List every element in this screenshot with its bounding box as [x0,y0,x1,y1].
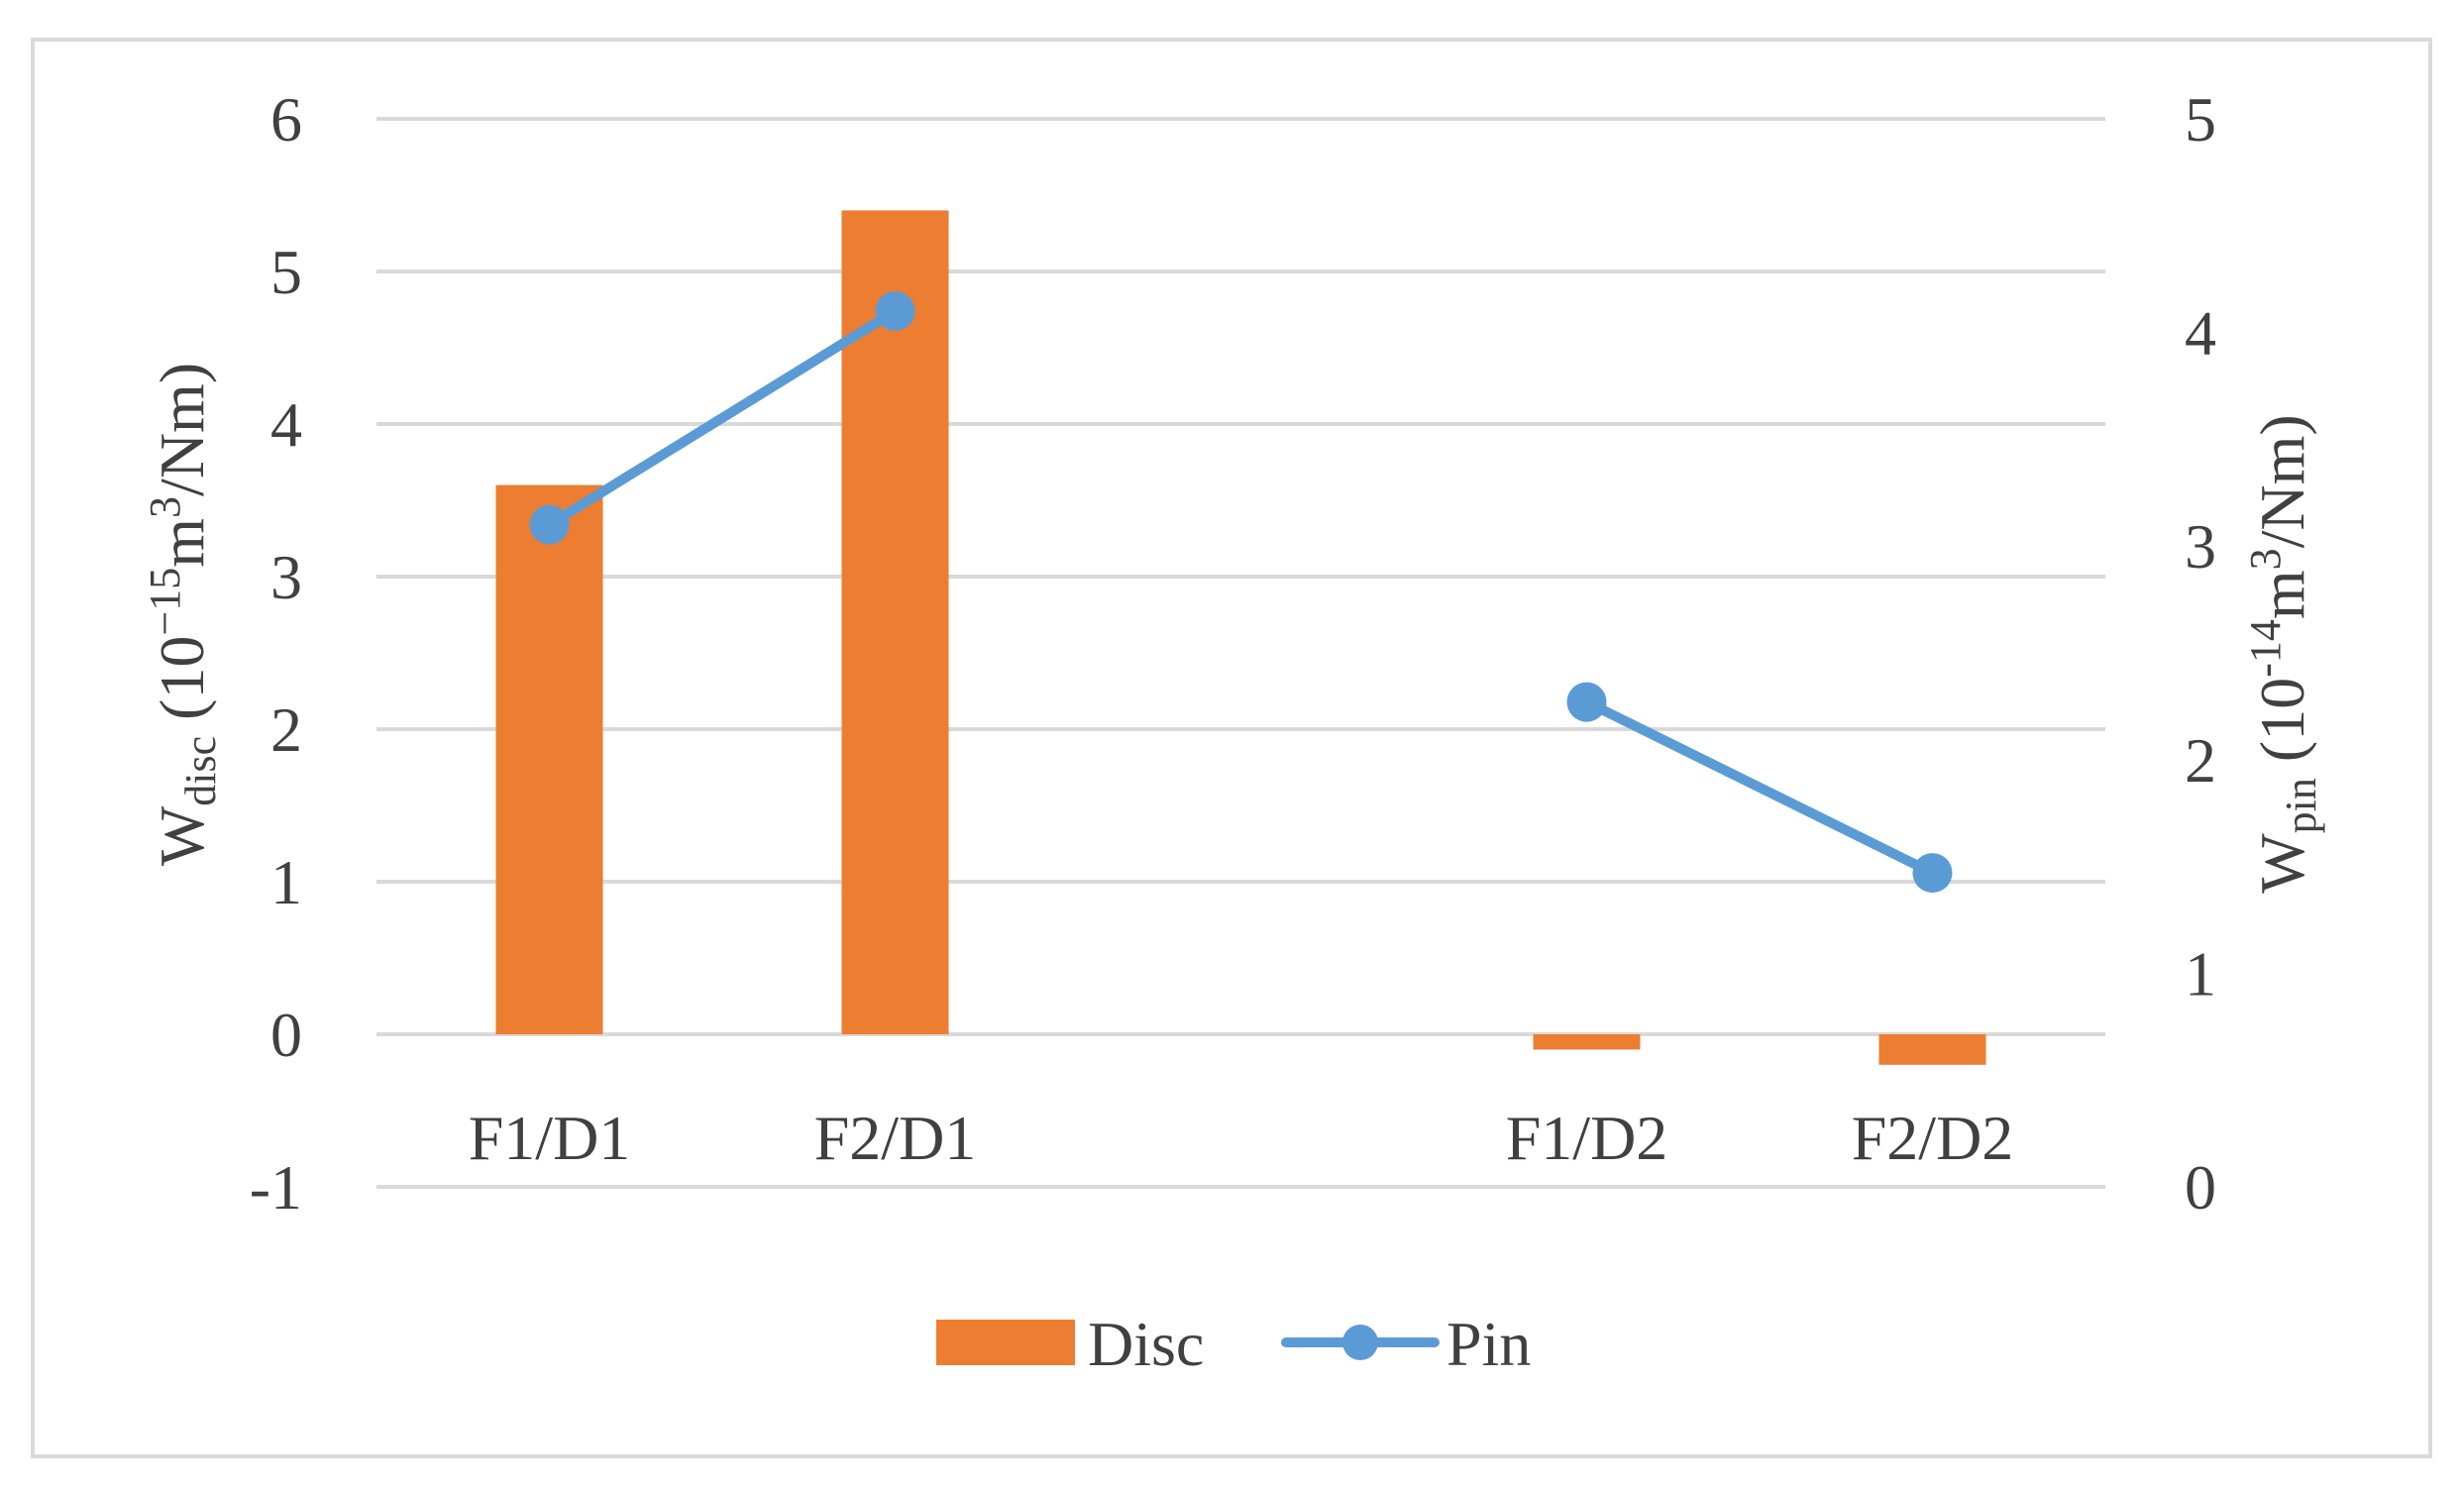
left-tick-layer: -1 0 1 2 3 4 5 6 [250,84,302,1223]
bar-disc [1533,1034,1641,1050]
x-category-label: F1/D2 [1506,1103,1668,1173]
y-left-label-main: W [147,805,217,866]
point-pin [1566,682,1607,722]
y-right-label-unit-mid: m [2247,570,2317,619]
legend-disc-label: Disc [1088,1309,1204,1379]
legend-pin-marker [1342,1325,1378,1360]
bar-disc [1878,1034,1986,1065]
bar-disc [841,210,949,1034]
category-layer: F1/D1 F2/D1 F1/D2 F2/D2 [469,1103,2014,1173]
y-left-label-exp: −15 [141,568,189,636]
y-left-tick-label: 0 [270,1000,302,1070]
y-right-tick-label: 1 [2185,938,2216,1009]
bar-layer [495,210,1986,1065]
y-right-label-main: W [2247,833,2317,894]
y-left-axis-title: Wdisc (10−15m3/Nm) [141,363,225,866]
y-right-label-exp2: 3 [2241,548,2290,570]
line-pin [544,306,901,530]
point-pin [1912,853,1953,894]
y-right-label-unit-prefix: (10 [2247,678,2317,778]
x-category-label: F1/D1 [469,1103,631,1173]
y-left-label-unit-mid: m [147,518,217,568]
y-right-tick-label: 0 [2185,1152,2216,1223]
point-pin [529,504,570,545]
line-layer [529,291,1953,894]
y-left-tick-label: 5 [270,237,302,307]
bar-disc [495,484,603,1035]
line-pin [1581,696,1938,879]
y-left-label-unit-prefix: (10 [147,636,217,736]
point-pin [875,291,915,332]
y-right-tick-label: 4 [2185,298,2216,369]
x-category-label: F2/D1 [814,1103,977,1173]
y-left-label-exp2: 3 [141,496,189,518]
legend: Disc Pin [936,1309,1531,1379]
y-left-label-unit-suffix: /Nm) [147,363,217,496]
grid-layer [376,117,2105,1189]
y-left-tick-label: 4 [270,389,302,460]
x-category-label: F2/D2 [1852,1103,2014,1173]
legend-pin-label: Pin [1446,1309,1531,1379]
chart-frame [31,38,2432,1458]
y-right-tick-label: 3 [2185,511,2216,582]
y-left-label-sub: disc [176,736,225,806]
right-tick-layer: 0 1 2 3 4 5 [2185,84,2216,1223]
y-right-axis-title: Wpin (10-14m3/Nm) [2241,414,2325,893]
legend-disc-swatch [936,1320,1075,1365]
y-left-tick-label: 2 [270,694,302,765]
y-right-label-exp: -14 [2241,619,2290,678]
y-left-tick-label: 6 [270,84,302,155]
y-right-label-sub: pin [2277,778,2325,833]
y-right-tick-label: 2 [2185,725,2216,796]
y-right-tick-label: 5 [2185,84,2216,155]
y-right-label-unit-suffix: /Nm) [2247,414,2317,548]
y-left-tick-label: 3 [270,542,302,612]
y-left-tick-label: 1 [270,847,302,917]
y-left-tick-label: -1 [250,1152,302,1223]
